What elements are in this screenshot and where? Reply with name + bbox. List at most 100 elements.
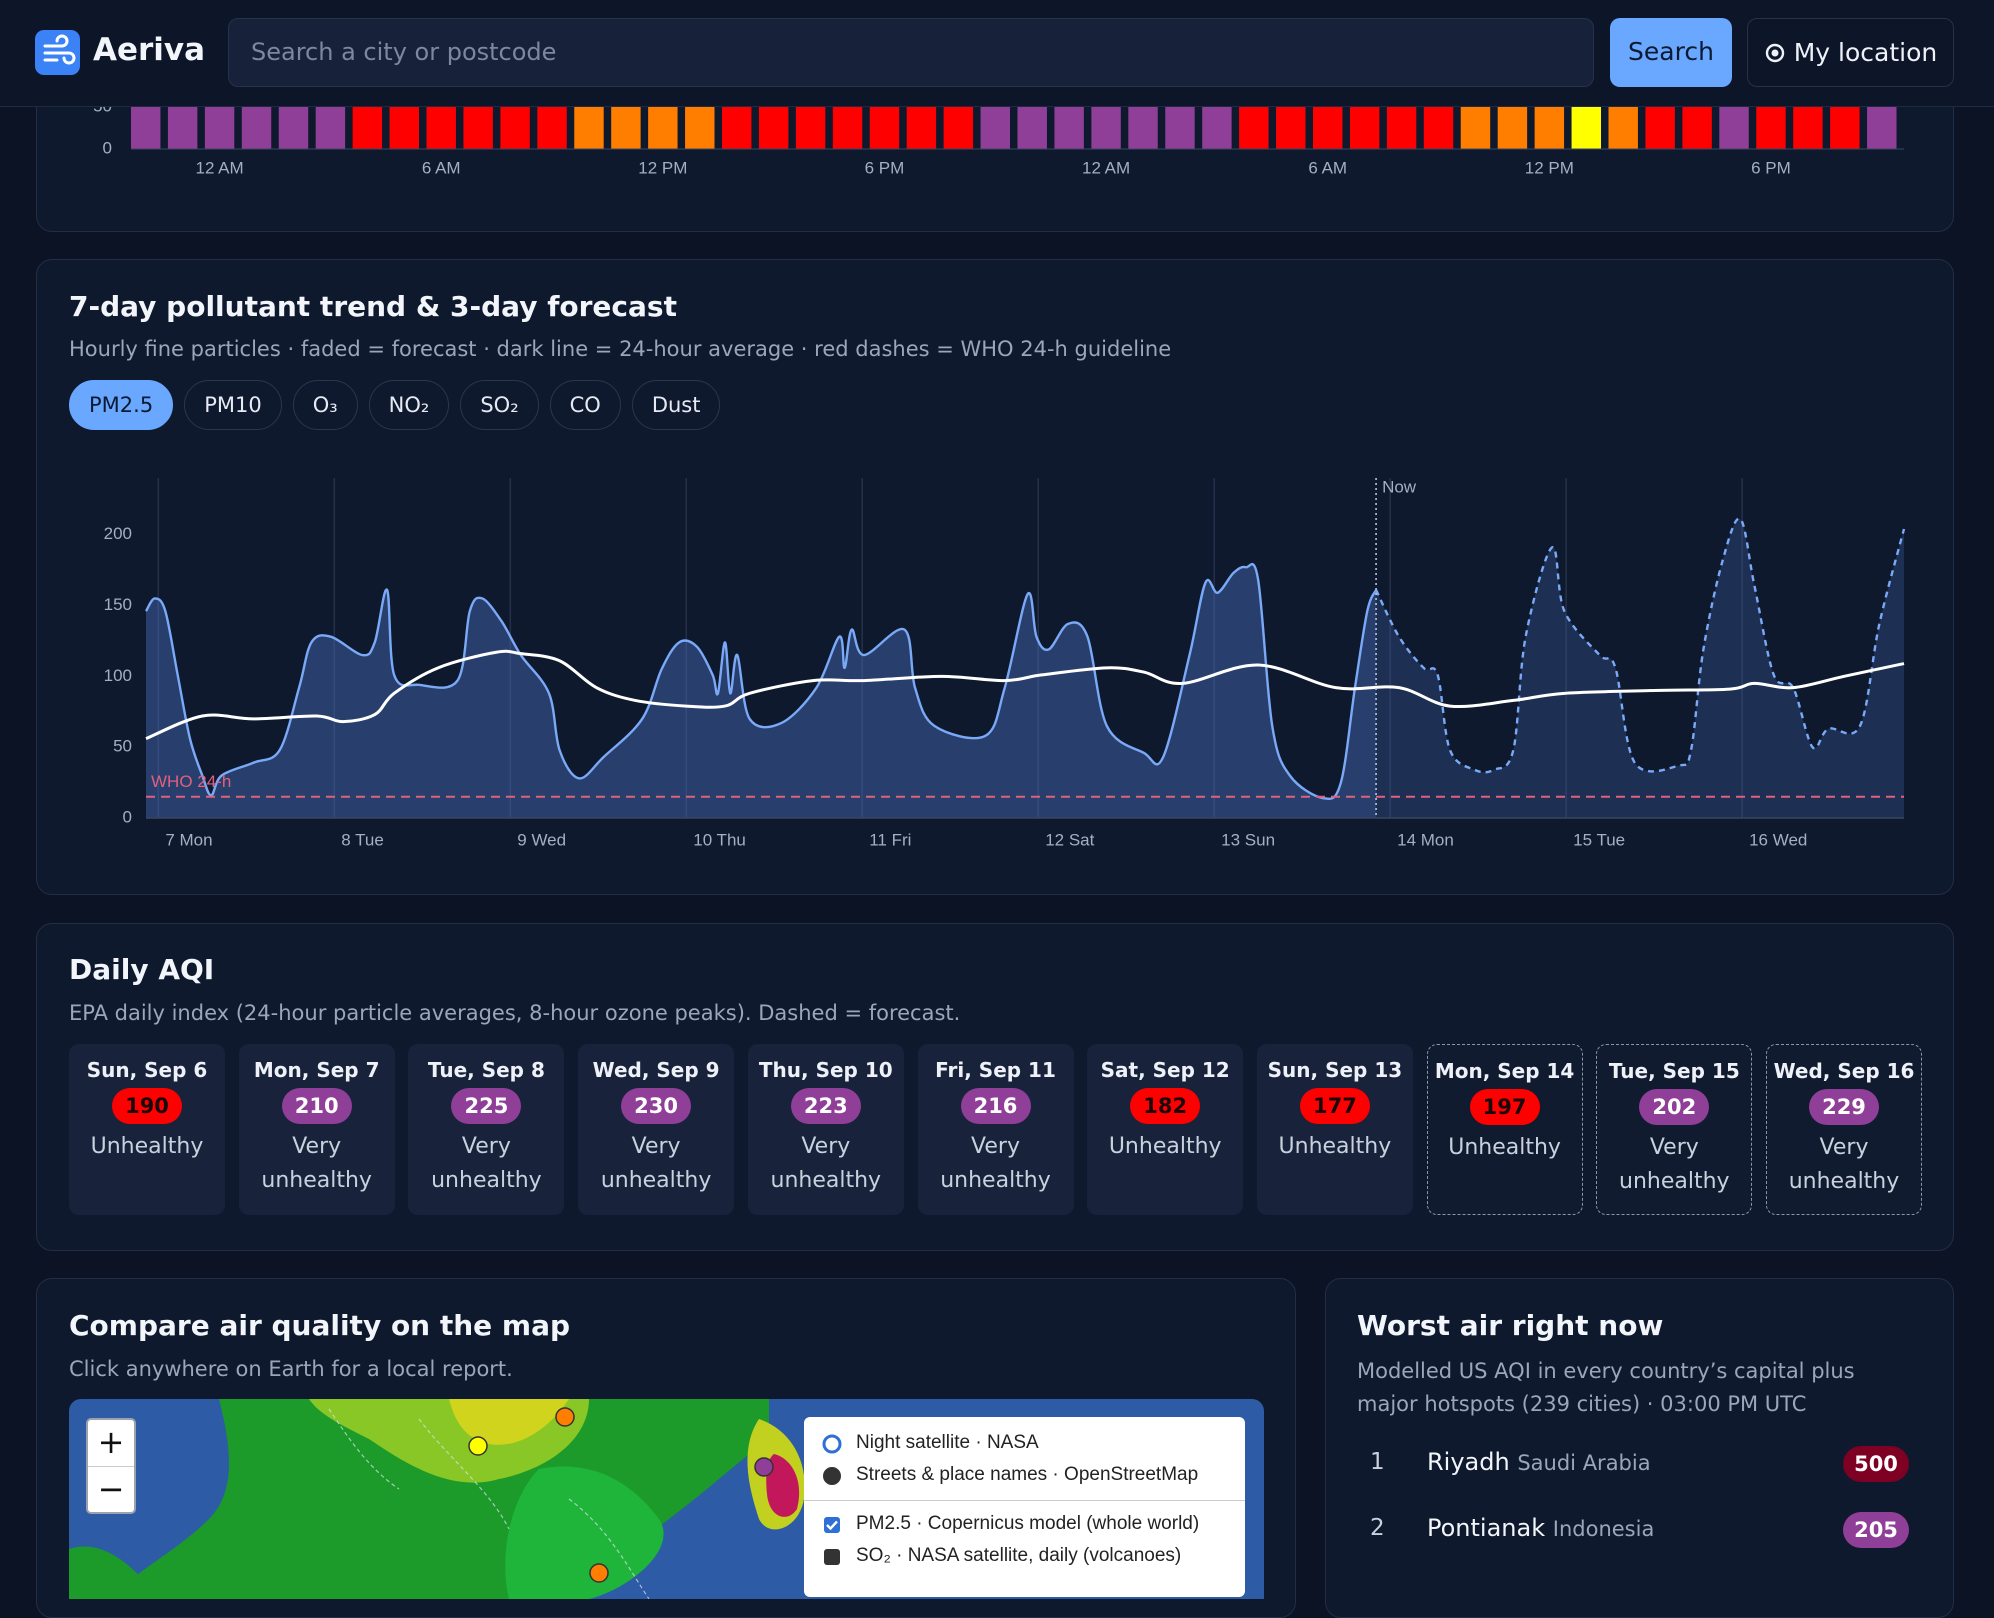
day-label: Sun, Sep 13 [1267,1058,1403,1082]
aqi-category: Very unhealthy [940,1134,1051,1193]
day-label: Sat, Sep 12 [1100,1058,1230,1082]
pollutant-tab[interactable]: PM2.5 [69,380,174,430]
pollutant-tab[interactable]: PM10 [184,380,282,430]
aqi-badge: 216 [960,1088,1031,1124]
aqi-category: Very unhealthy [1619,1135,1730,1194]
checkbox-icon[interactable] [821,1546,843,1568]
aqi-badge: 182 [1130,1088,1201,1124]
city-country: Indonesia [1552,1517,1655,1541]
city-rank: 2 [1370,1515,1385,1541]
logo [35,30,80,75]
day-card: Tue, Sep 8 225 Very unhealthy [408,1044,565,1215]
day-card: Mon, Sep 7 210 Very unhealthy [238,1044,395,1215]
aqi-category: Unhealthy [90,1134,204,1159]
daily-title: Daily AQI [69,953,215,986]
divider [804,1500,1245,1501]
checkbox [824,1517,840,1533]
city-aqi: 500 [1843,1446,1909,1482]
pollutant-tab[interactable]: SO₂ [460,380,539,430]
location-icon [1765,43,1784,63]
aqi-category: Very unhealthy [600,1134,712,1193]
pollutant-tab[interactable]: Dust [631,380,721,430]
pollution-layer [505,1466,664,1599]
location-button[interactable]: My location [1747,18,1954,87]
city-row[interactable]: Pontianak Indonesia [1427,1514,1654,1542]
pollution-layer [449,1399,569,1445]
aqi-category: Very unhealthy [1788,1135,1900,1194]
day-card: Mon, Sep 14 197 Unhealthy [1426,1044,1583,1215]
station-marker[interactable] [468,1436,488,1456]
day-card: Thu, Sep 10 223 Very unhealthy [747,1044,904,1215]
top-bar: Aeriva Search a city or postcode Search … [0,0,1994,107]
aqi-category: Unhealthy [1448,1135,1561,1160]
layer-label: Streets & place names · OpenStreetMap [856,1464,1199,1485]
radio-icon[interactable] [821,1433,843,1455]
aqi-category: Very unhealthy [261,1134,372,1193]
checkbox-icon[interactable] [821,1514,843,1536]
aqi-badge: 177 [1299,1088,1370,1124]
day-card: Sun, Sep 6 190 Unhealthy [69,1044,225,1215]
aqi-category: Very unhealthy [770,1134,882,1193]
day-label: Tue, Sep 15 [1608,1059,1740,1083]
pollution-layer [766,1454,800,1517]
aqi-category: Unhealthy [1108,1134,1222,1159]
layer-label: Night satellite · NASA [856,1432,1039,1453]
pollutant-tabs: PM2.5 PM10 O₃ NO₂ SO₂ CO Dust [69,380,721,430]
day-label: Wed, Sep 16 [1773,1059,1915,1083]
aqi-badge: 202 [1639,1089,1710,1125]
worst-subtitle: Modelled US AQI in every country’s capit… [1357,1359,1855,1416]
station-marker[interactable] [754,1457,774,1477]
city-name: Riyadh [1427,1448,1510,1476]
day-label: Mon, Sep 14 [1434,1059,1575,1083]
borders [328,1408,650,1599]
day-label: Thu, Sep 10 [758,1058,893,1082]
map-subtitle: Click anywhere on Earth for a local repo… [69,1357,513,1381]
brand: Aeriva [93,32,206,68]
search-button[interactable]: Search [1610,18,1732,87]
pollutant-tab[interactable]: CO [549,380,621,430]
map-title: Compare air quality on the map [69,1309,571,1342]
aqi-badge: 197 [1469,1089,1540,1125]
aqi-category: Unhealthy [1278,1134,1392,1159]
zoom-out[interactable]: − [97,1470,125,1508]
city-aqi: 205 [1843,1512,1909,1548]
city-rank: 1 [1370,1449,1385,1475]
layer-label: SO₂ · NASA satellite, daily (volcanoes) [856,1545,1182,1566]
city-country: Saudi Arabia [1517,1451,1651,1475]
worst-title: Worst air right now [1357,1309,1664,1342]
pollutant-tab[interactable]: O₃ [292,380,358,430]
daily-subtitle: EPA daily index (24-hour particle averag… [69,1001,961,1025]
radio-icon[interactable] [821,1465,843,1487]
radio [822,1434,842,1454]
station-marker[interactable] [589,1563,609,1583]
aqi-badge: 225 [451,1088,522,1124]
day-card: Wed, Sep 16 229 Very unhealthy [1766,1044,1922,1215]
day-card: Wed, Sep 9 230 Very unhealthy [578,1044,735,1215]
day-card: Tue, Sep 15 202 Very unhealthy [1596,1044,1753,1215]
day-card: Sat, Sep 12 182 Unhealthy [1087,1044,1244,1215]
day-label: Mon, Sep 7 [253,1058,380,1082]
day-card: Sun, Sep 13 177 Unhealthy [1256,1044,1413,1215]
day-label: Tue, Sep 8 [427,1058,545,1082]
search-input[interactable]: Search a city or postcode [228,18,1594,87]
day-label: Wed, Sep 9 [592,1058,720,1082]
zoom-in[interactable]: + [88,1420,134,1467]
layer-panel: Night satellite · NASA Streets & place na… [804,1417,1245,1597]
day-label: Fri, Sep 11 [935,1058,1056,1082]
day-label: Sun, Sep 6 [86,1058,208,1082]
aqi-badge: 190 [112,1088,182,1124]
pollutant-tab[interactable]: NO₂ [368,380,450,430]
city-row[interactable]: Riyadh Saudi Arabia [1427,1448,1651,1476]
aqi-badge: 229 [1809,1089,1879,1125]
aqi-badge: 223 [790,1088,861,1124]
day-card: Fri, Sep 11 216 Very unhealthy [917,1044,1074,1215]
trend-subtitle: Hourly fine particles · faded = forecast… [69,337,1172,361]
layer-label: PM2.5 · Copernicus model (whole world) [856,1513,1200,1534]
city-name: Pontianak [1427,1514,1546,1542]
aqi-badge: 210 [281,1088,352,1124]
worst-card [1325,1278,1954,1618]
station-marker[interactable] [555,1407,575,1427]
check [826,1520,838,1531]
trend-title: 7-day pollutant trend & 3-day forecast [69,290,677,323]
